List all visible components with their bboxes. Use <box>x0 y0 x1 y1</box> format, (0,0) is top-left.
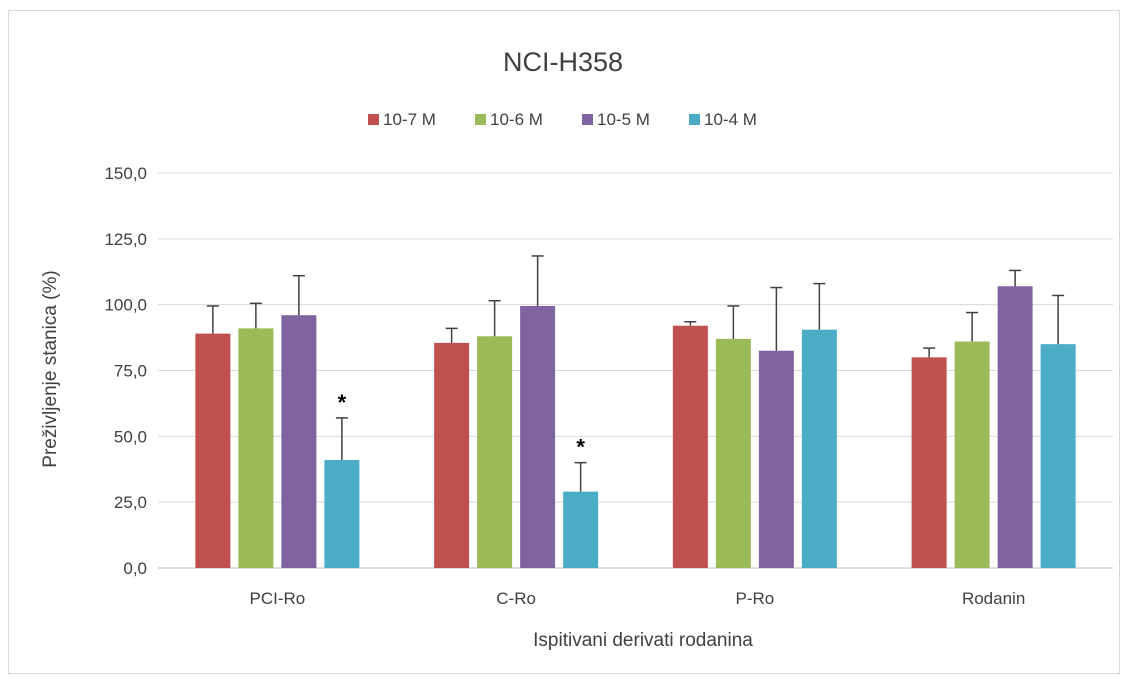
bar <box>563 491 599 568</box>
legend-label: 10-6 M <box>490 110 543 129</box>
bar <box>672 325 708 568</box>
bar <box>281 315 317 568</box>
legend-swatch <box>368 114 379 125</box>
bar <box>238 328 274 568</box>
bar <box>758 350 794 568</box>
y-tick-label: 50,0 <box>114 427 147 446</box>
y-axis-ticks: 0,0 25,0 50,0 75,0 100,0 125,0 150,0 <box>104 164 147 578</box>
gridlines <box>158 172 1113 569</box>
x-tick-label: PCI-Ro <box>250 589 306 608</box>
legend-label: 10-5 M <box>597 110 650 129</box>
bar <box>520 305 556 568</box>
bar <box>911 357 947 568</box>
x-axis-title: Ispitivani derivati rodanina <box>533 630 753 651</box>
y-tick-label: 75,0 <box>114 362 147 381</box>
chart-title: NCI-H358 <box>503 47 623 77</box>
y-tick-label: 25,0 <box>114 493 147 512</box>
bar-chart: NCI-H358 10-7 M 10-6 M 10-5 M 10-4 M 0,0 25,… <box>40 47 1113 651</box>
legend-label: 10-4 M <box>704 110 757 129</box>
x-tick-label: Rodanin <box>962 589 1025 608</box>
bar <box>1040 344 1076 568</box>
y-tick-label: 0,0 <box>123 559 147 578</box>
legend-swatch <box>689 114 700 125</box>
bar <box>477 336 513 568</box>
significance-marker: * <box>338 390 347 415</box>
chart-frame: NCI-H358 10-7 M 10-6 M 10-5 M 10-4 M 0,0 25,… <box>8 10 1120 674</box>
legend-label: 10-7 M <box>383 110 436 129</box>
y-axis-title: Preživljenje stanica (%) <box>40 270 61 467</box>
y-tick-label: 125,0 <box>104 230 147 249</box>
legend: 10-7 M 10-6 M 10-5 M 10-4 M <box>368 110 757 129</box>
bar <box>434 342 470 568</box>
x-axis-ticks: PCI-Ro C-Ro P-Ro Rodanin <box>250 589 1026 608</box>
bar <box>997 286 1033 568</box>
bar <box>195 333 231 568</box>
significance-marker: * <box>576 435 585 460</box>
legend-swatch <box>475 114 486 125</box>
bars: ** <box>195 255 1076 568</box>
y-tick-label: 150,0 <box>104 164 147 183</box>
x-tick-label: P-Ro <box>736 589 775 608</box>
legend-swatch <box>582 114 593 125</box>
bar <box>801 329 837 568</box>
y-tick-label: 100,0 <box>104 296 147 315</box>
bar <box>324 460 360 568</box>
x-tick-label: C-Ro <box>496 589 536 608</box>
bar <box>715 338 751 568</box>
bar <box>954 341 990 568</box>
